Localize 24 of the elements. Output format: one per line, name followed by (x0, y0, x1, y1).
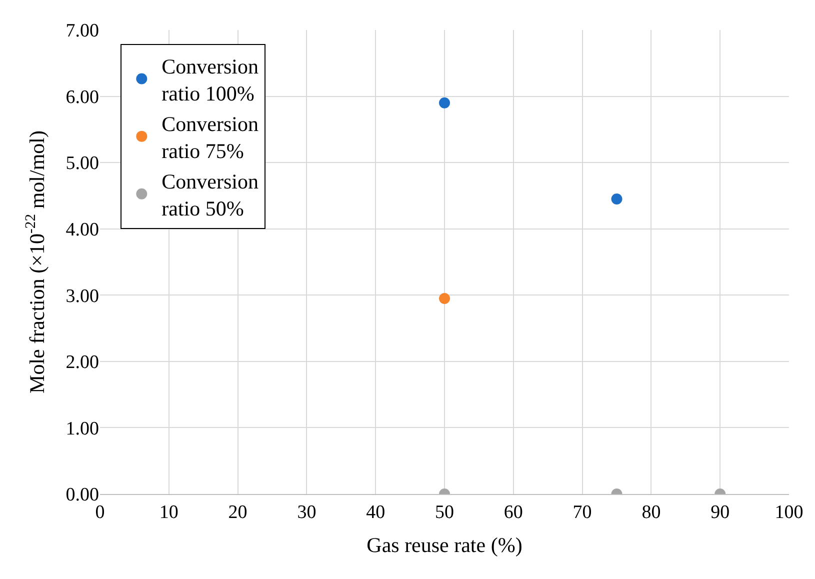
legend-label: Conversion ratio 75% (162, 112, 259, 164)
y-tick-label: 5.00 (66, 153, 99, 174)
y-tick-label: 4.00 (66, 220, 99, 241)
x-tick-label: 50 (435, 502, 454, 523)
point (611, 194, 622, 205)
y-tick-label: 1.00 (66, 418, 99, 440)
point (439, 97, 450, 108)
y-tick-label: 2.00 (66, 352, 99, 374)
x-tick-label: 20 (228, 502, 248, 523)
x-tick-label: 90 (710, 502, 730, 523)
x-tick-label: 30 (297, 502, 316, 523)
legend-label: Conversion ratio 100% (162, 54, 259, 106)
y-tick-label: 6.00 (66, 86, 99, 108)
x-axis-title: Gas reuse rate (%) (366, 533, 522, 557)
x-tick-label: 80 (642, 502, 661, 523)
point (439, 292, 450, 304)
x-tick-label: 100 (774, 502, 804, 523)
x-tick-label: 40 (366, 502, 386, 523)
legend-label: Conversion ratio 50% (162, 169, 259, 221)
x-tick-label: 10 (159, 502, 178, 523)
y-tick-label: 7.00 (66, 20, 99, 42)
x-tick-label: 70 (572, 502, 592, 523)
y-tick-label: 3.00 (66, 286, 99, 307)
x-tick-label: 60 (504, 502, 523, 523)
